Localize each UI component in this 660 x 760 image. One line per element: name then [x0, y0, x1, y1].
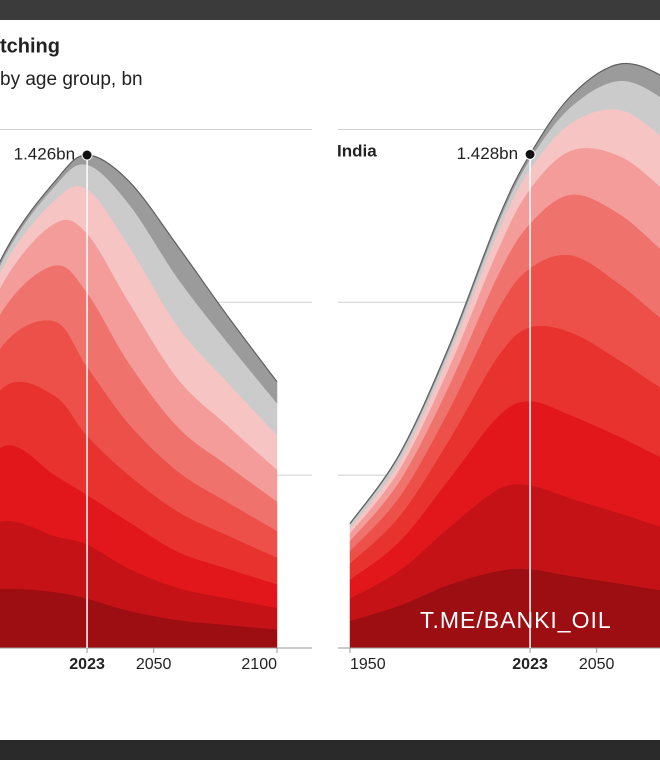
annotation-label: 1.428bn	[457, 144, 518, 163]
charts: 1.426bn 2023 2050 2100 India 1.428bn 1950 2023 2…	[0, 62, 660, 673]
x-tick-label: 2023	[69, 656, 105, 673]
area-outline	[349, 62, 660, 524]
top-bar	[0, 0, 660, 20]
panel-title: India	[337, 141, 377, 160]
chart-title: tching	[0, 35, 60, 57]
x-tick-label: 2050	[136, 656, 172, 673]
annotation-label: 1.426bn	[14, 145, 75, 164]
chart-subtitle: by age group, bn	[0, 69, 143, 90]
x-tick-label: 2050	[579, 656, 615, 673]
highlight-dot	[81, 149, 93, 161]
x-tick-label: 2100	[241, 656, 277, 673]
bottom-bar	[0, 740, 660, 760]
highlight-dot	[524, 148, 536, 160]
x-tick-label: 2023	[512, 656, 548, 673]
watermark: T.ME/BANKI_OIL	[420, 607, 612, 633]
x-tick-label: 1950	[350, 656, 386, 673]
